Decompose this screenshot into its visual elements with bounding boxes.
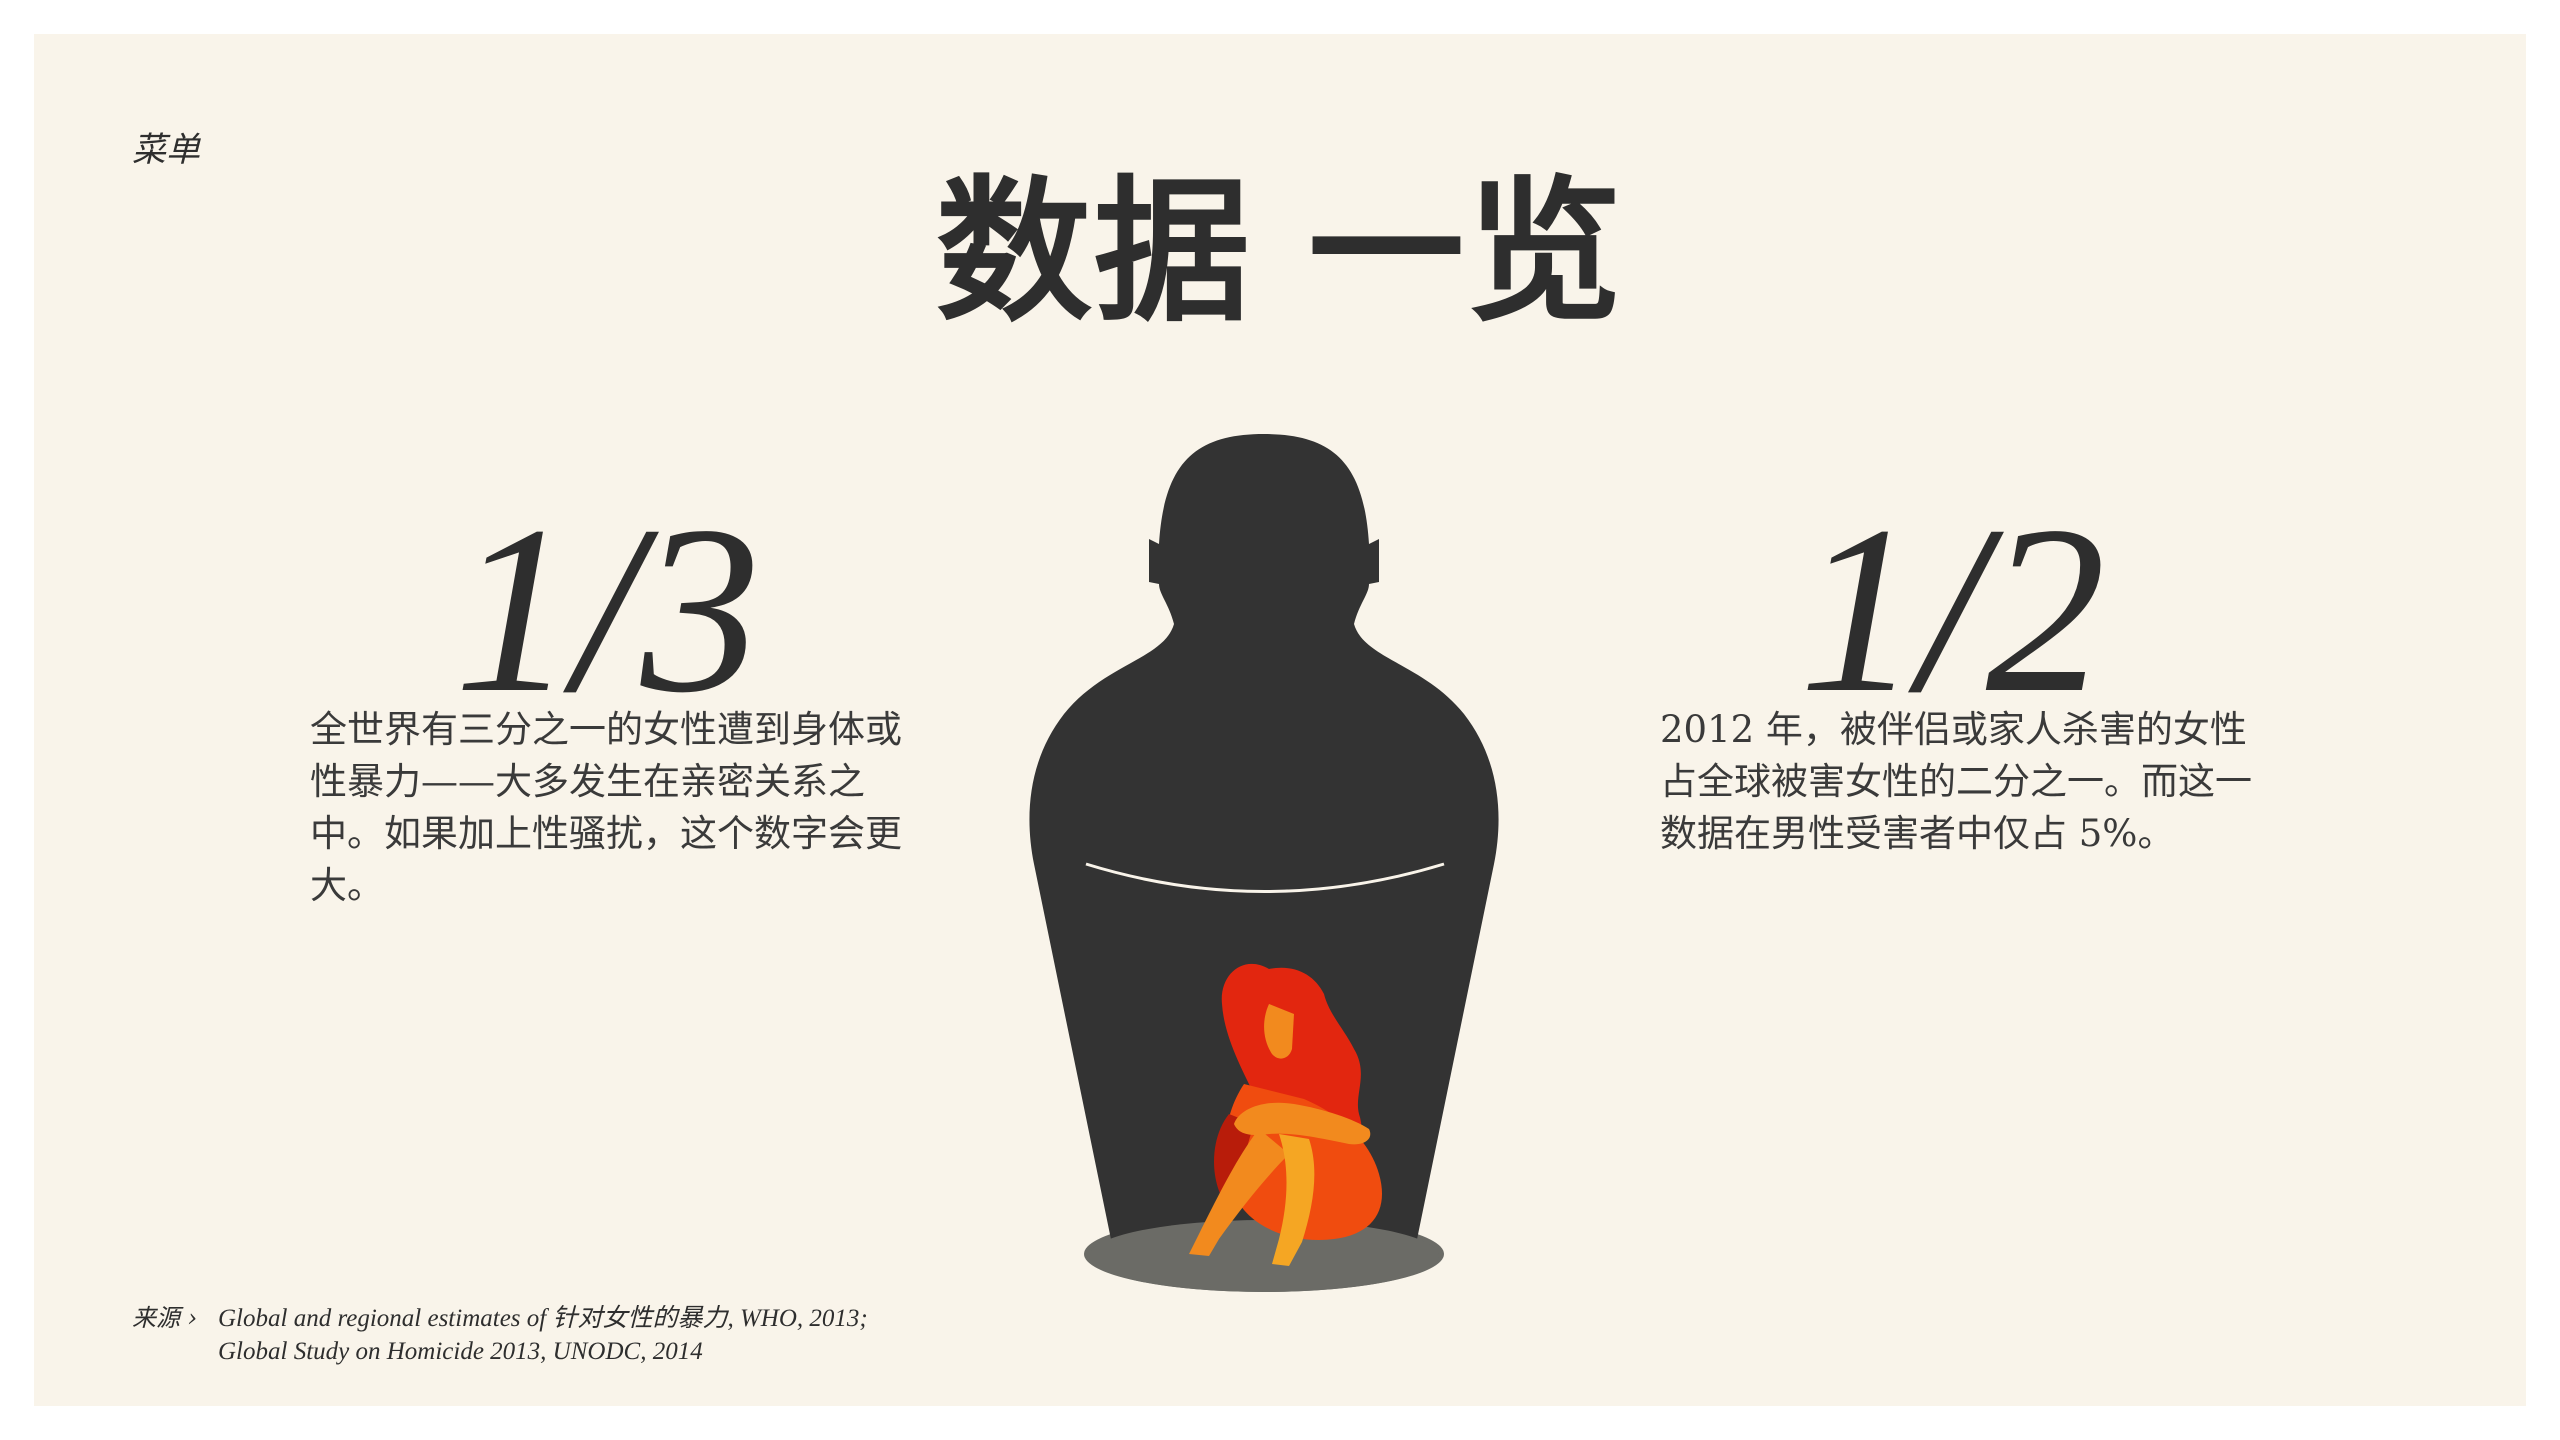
stat-right-number: 1/2 [1799, 476, 2106, 742]
silhouette-illustration [1029, 434, 1499, 1292]
source-line-1: Global and regional estimates of 针对女性的暴力… [218, 1305, 868, 1332]
stat-right-text: 2012 年，被伴侣或家人杀害的女性占全球被害女性的二分之一。而这一数据在男性受… [1660, 708, 2252, 855]
woman-figure [1189, 963, 1382, 1266]
floor-ellipse [1089, 1220, 1439, 1292]
source-lines: Global and regional estimates of 针对女性的暴力… [218, 1302, 868, 1368]
person-silhouette [1029, 434, 1499, 1254]
woman-leg-front [1189, 1129, 1289, 1256]
woman-face [1264, 1004, 1294, 1059]
menu-link[interactable]: 菜单 [132, 130, 200, 170]
woman-arms [1234, 1102, 1371, 1145]
slide: 菜单 数据 一览 1/3 全世界有三分之一的女性遭到身体或性暴力——大多发生在亲… [34, 34, 2526, 1406]
woman-leg-back [1272, 1134, 1315, 1266]
page-title: 数据 一览 [935, 160, 1625, 343]
stat-left-text: 全世界有三分之一的女性遭到身体或性暴力——大多发生在亲密关系之中。如果加上性骚扰… [310, 708, 902, 907]
source-label: 来源 › [132, 1304, 198, 1332]
stat-left-number: 1/3 [454, 476, 761, 742]
source-line-2: Global Study on Homicide 2013, UNODC, 20… [218, 1338, 703, 1365]
separator-curve [1085, 862, 1445, 893]
source-citation: 来源 › Global and regional estimates of 针对… [132, 1302, 868, 1368]
